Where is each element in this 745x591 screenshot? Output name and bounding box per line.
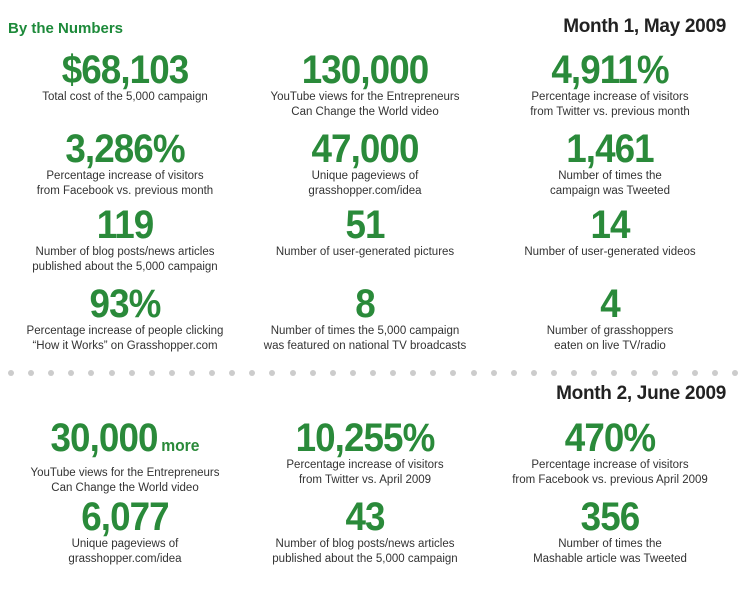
stat-value: 6,077 bbox=[81, 495, 169, 539]
stat-value: 130,000 bbox=[301, 48, 430, 92]
stat-mashable-tweets: 356 Number of times the Mashable article… bbox=[485, 497, 735, 567]
stat-value: 10,255% bbox=[295, 416, 436, 460]
divider-dot bbox=[591, 370, 598, 376]
divider-dot bbox=[571, 370, 578, 376]
divider-dot bbox=[349, 370, 356, 376]
stat-description: Percentage increase of visitors from Twi… bbox=[286, 459, 444, 486]
divider-dot bbox=[329, 370, 336, 376]
stat-value: 47,000 bbox=[311, 127, 419, 171]
divider-dot bbox=[309, 370, 316, 376]
dotted-divider bbox=[8, 370, 738, 376]
stat-youtube-views: 130,000 YouTube views for the Entreprene… bbox=[240, 50, 490, 120]
stat-value: 8 bbox=[355, 282, 375, 326]
divider-dot bbox=[209, 370, 216, 376]
divider-dot bbox=[550, 370, 557, 376]
stat-description: Percentage increase of visitors from Fac… bbox=[36, 170, 214, 197]
divider-dot bbox=[631, 370, 638, 376]
stat-value: 4,911% bbox=[551, 48, 669, 92]
divider-dot bbox=[490, 370, 497, 376]
stat-description: YouTube views for the Entrepreneurs Can … bbox=[270, 91, 460, 118]
stat-description: Number of times the 5,000 campaign was f… bbox=[263, 325, 467, 352]
divider-dot bbox=[390, 370, 397, 376]
divider-dot bbox=[530, 370, 537, 376]
stat-description: YouTube views for the Entrepreneurs Can … bbox=[30, 467, 220, 494]
stat-description: Number of blog posts/news articles publi… bbox=[272, 538, 458, 565]
stat-value: 1,461 bbox=[566, 127, 654, 171]
stat-user-pictures: 51 Number of user-generated pictures bbox=[240, 205, 490, 260]
stat-description: Total cost of the 5,000 campaign bbox=[42, 91, 208, 103]
divider-dot bbox=[450, 370, 457, 376]
section-title: By the Numbers bbox=[8, 20, 124, 37]
divider-dot bbox=[671, 370, 678, 376]
stat-suffix: more bbox=[161, 436, 200, 455]
divider-dot bbox=[691, 370, 698, 376]
stat-value: 4 bbox=[600, 282, 620, 326]
divider-dot bbox=[289, 370, 296, 376]
stat-value: 119 bbox=[96, 203, 155, 247]
stat-unique-pageviews: 47,000 Unique pageviews of grasshopper.c… bbox=[240, 129, 490, 199]
stat-description: Percentage increase of people clicking “… bbox=[26, 325, 224, 352]
stat-tv-features: 8 Number of times the 5,000 campaign was… bbox=[240, 284, 490, 354]
stat-facebook-increase-2: 470% Percentage increase of visitors fro… bbox=[485, 418, 735, 488]
divider-dot bbox=[369, 370, 376, 376]
stat-tweets: 1,461 Number of times the campaign was T… bbox=[485, 129, 735, 199]
divider-dot bbox=[711, 370, 718, 376]
month-2-heading: Month 2, June 2009 bbox=[556, 383, 726, 404]
stat-grasshoppers-eaten: 4 Number of grasshoppers eaten on live T… bbox=[485, 284, 735, 354]
stat-user-videos: 14 Number of user-generated videos bbox=[485, 205, 735, 260]
divider-dot bbox=[470, 370, 477, 376]
stat-facebook-increase: 3,286% Percentage increase of visitors f… bbox=[0, 129, 250, 199]
divider-dot bbox=[651, 370, 658, 376]
divider-dot bbox=[410, 370, 417, 376]
stat-blog-posts-2: 43 Number of blog posts/news articles pu… bbox=[240, 497, 490, 567]
divider-dot bbox=[88, 370, 95, 376]
stat-description: Number of user-generated pictures bbox=[275, 246, 455, 258]
stat-value: 470% bbox=[564, 416, 656, 460]
stat-blog-posts: 119 Number of blog posts/news articles p… bbox=[0, 205, 250, 275]
stat-number: 30,000 bbox=[50, 416, 159, 460]
stat-description: Number of grasshoppers eaten on live TV/… bbox=[546, 325, 674, 352]
divider-dot bbox=[108, 370, 115, 376]
stat-value: 51 bbox=[345, 203, 385, 247]
stat-value: 3,286% bbox=[65, 127, 185, 171]
divider-dot bbox=[8, 370, 14, 376]
stat-description: Number of times the Mashable article was… bbox=[533, 538, 687, 565]
divider-dot bbox=[269, 370, 276, 376]
divider-dot bbox=[68, 370, 75, 376]
stat-description: Number of user-generated videos bbox=[524, 246, 696, 258]
stat-description: Number of times the campaign was Tweeted bbox=[550, 170, 670, 197]
divider-dot bbox=[229, 370, 236, 376]
divider-dot bbox=[28, 370, 35, 376]
stat-value: 93% bbox=[89, 282, 162, 326]
stat-value: 43 bbox=[345, 495, 385, 539]
stat-value: 14 bbox=[590, 203, 630, 247]
divider-dot bbox=[128, 370, 135, 376]
divider-dot bbox=[510, 370, 517, 376]
stat-description: Unique pageviews of grasshopper.com/idea bbox=[68, 538, 182, 565]
divider-dot bbox=[611, 370, 618, 376]
stat-twitter-increase-2: 10,255% Percentage increase of visitors … bbox=[240, 418, 490, 488]
divider-dot bbox=[430, 370, 437, 376]
divider-dot bbox=[731, 370, 738, 376]
divider-dot bbox=[188, 370, 195, 376]
stat-value: 30,000 more bbox=[10, 418, 240, 466]
stat-value: $68,103 bbox=[61, 48, 190, 92]
divider-dot bbox=[168, 370, 175, 376]
stat-description: Percentage increase of visitors from Twi… bbox=[530, 91, 690, 118]
stat-youtube-views-more: 30,000 more YouTube views for the Entrepr… bbox=[0, 418, 250, 496]
divider-dot bbox=[249, 370, 256, 376]
stat-how-it-works: 93% Percentage increase of people clicki… bbox=[0, 284, 250, 354]
divider-dot bbox=[48, 370, 55, 376]
stat-description: Number of blog posts/news articles publi… bbox=[32, 246, 218, 273]
divider-dot bbox=[148, 370, 155, 376]
stat-value: 356 bbox=[580, 495, 641, 539]
stat-description: Percentage increase of visitors from Fac… bbox=[512, 459, 708, 486]
stat-twitter-increase: 4,911% Percentage increase of visitors f… bbox=[485, 50, 735, 120]
stat-unique-pageviews-2: 6,077 Unique pageviews of grasshopper.co… bbox=[0, 497, 250, 567]
month-1-heading: Month 1, May 2009 bbox=[563, 16, 726, 37]
stat-description: Unique pageviews of grasshopper.com/idea bbox=[308, 170, 422, 197]
stat-total-cost: $68,103 Total cost of the 5,000 campaign bbox=[0, 50, 250, 105]
